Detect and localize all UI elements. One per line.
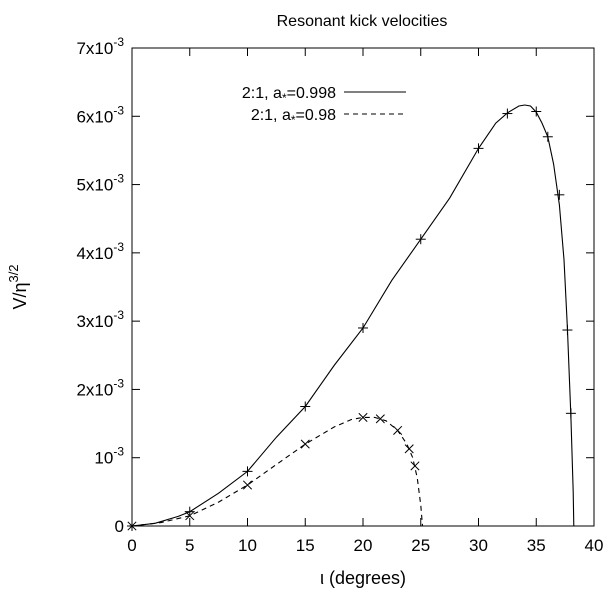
series-line-2 (131, 416, 424, 527)
x-tick-label: 5 (185, 536, 194, 555)
data-point-2 (300, 439, 310, 449)
legend-label-text: 2:1, a (251, 107, 291, 124)
data-point-2 (410, 461, 420, 471)
data-point-2 (242, 480, 253, 490)
y-tick-exponent: -3 (113, 35, 124, 49)
marker-stroke (127, 521, 137, 531)
data-point-2 (358, 412, 368, 422)
y-tick-mantissa: 5x10 (76, 176, 113, 195)
y-tick-label: 10-3 (94, 445, 124, 468)
marker-stroke (393, 425, 403, 435)
y-tick-label: 2x10-3 (76, 376, 124, 399)
y-tick-mantissa: 7x10 (76, 39, 113, 58)
markers-layer (127, 106, 576, 531)
x-tick-label: 15 (296, 536, 315, 555)
x-tick-label: 35 (527, 536, 546, 555)
y-tick-exponent: -3 (113, 172, 124, 186)
data-point-1 (502, 108, 513, 119)
data-point-1 (415, 234, 426, 245)
data-point-2 (127, 521, 137, 531)
y-tick-label: 5x10-3 (76, 172, 124, 195)
x-tick-label: 10 (238, 536, 257, 555)
y-tick-mantissa: 2x10 (76, 380, 113, 399)
y-tick-label: 6x10-3 (76, 103, 124, 126)
data-point-1 (184, 506, 195, 517)
legend-label-1: 2:1, a*=0.998 (242, 85, 336, 105)
plot-frame (131, 47, 595, 527)
data-point-1 (554, 189, 565, 200)
y-tick-label: 3x10-3 (76, 308, 124, 331)
x-tick-label: 20 (354, 536, 373, 555)
x-tick-label: 30 (469, 536, 488, 555)
legend-label-2: 2:1, a*=0.98 (251, 107, 336, 127)
y-tick-mantissa: 3x10 (76, 312, 113, 331)
data-point-1 (562, 325, 573, 336)
y-tick-mantissa: 6x10 (76, 107, 113, 126)
curves-layer (131, 104, 575, 527)
y-axis-label-base: V/η (10, 283, 30, 310)
x-tick-label: 0 (127, 536, 136, 555)
ticks-layer: 0 5 10 15 20 25 30 35 40010-32x10-33x10-34x10-35… (76, 35, 603, 555)
marker-stroke (410, 461, 420, 471)
y-tick-label: 7x10-3 (76, 35, 124, 58)
data-point-1 (531, 106, 542, 117)
marker-stroke (375, 414, 385, 424)
marker-stroke (185, 511, 195, 521)
y-tick-mantissa: 4x10 (76, 244, 113, 263)
y-tick-exponent: -3 (113, 240, 124, 254)
data-point-1 (300, 401, 311, 412)
data-point-1 (358, 322, 368, 333)
data-point-2 (185, 511, 195, 521)
y-tick-label: 4x10-3 (76, 240, 124, 263)
y-axis-label: V/η3/2 (6, 264, 30, 309)
legend-label-subscript: * (291, 113, 296, 127)
marker-stroke (300, 439, 310, 449)
x-tick-label: 40 (585, 536, 604, 555)
y-tick-exponent: -3 (113, 445, 124, 459)
chart-title: Resonant kick velocities (277, 13, 448, 30)
legend-label-text: 2:1, a (242, 85, 282, 102)
data-point-2 (375, 414, 385, 424)
y-tick-exponent: -3 (113, 103, 124, 117)
y-tick-exponent: -3 (113, 376, 124, 390)
y-tick-mantissa: 0 (115, 517, 124, 536)
data-point-1 (565, 408, 576, 419)
marker-stroke (358, 412, 368, 422)
y-tick-label: 0 (115, 517, 124, 536)
legend-label-text: =0.998 (287, 85, 336, 102)
data-point-1 (542, 131, 553, 142)
legend-label-text: =0.98 (296, 107, 337, 124)
marker-stroke (242, 480, 253, 490)
x-tick-label: 25 (411, 536, 430, 555)
data-point-1 (473, 143, 484, 154)
legend-label-subscript: * (282, 91, 287, 105)
data-point-2 (404, 444, 414, 454)
y-tick-mantissa: 10 (94, 449, 113, 468)
y-axis-label-sup: 3/2 (6, 264, 21, 282)
series-line-1 (131, 104, 575, 527)
marker-stroke (404, 444, 414, 454)
y-tick-exponent: -3 (113, 308, 124, 322)
x-axis-label: ι (degrees) (320, 568, 406, 588)
data-point-1 (242, 466, 253, 477)
data-point-2 (393, 425, 403, 435)
